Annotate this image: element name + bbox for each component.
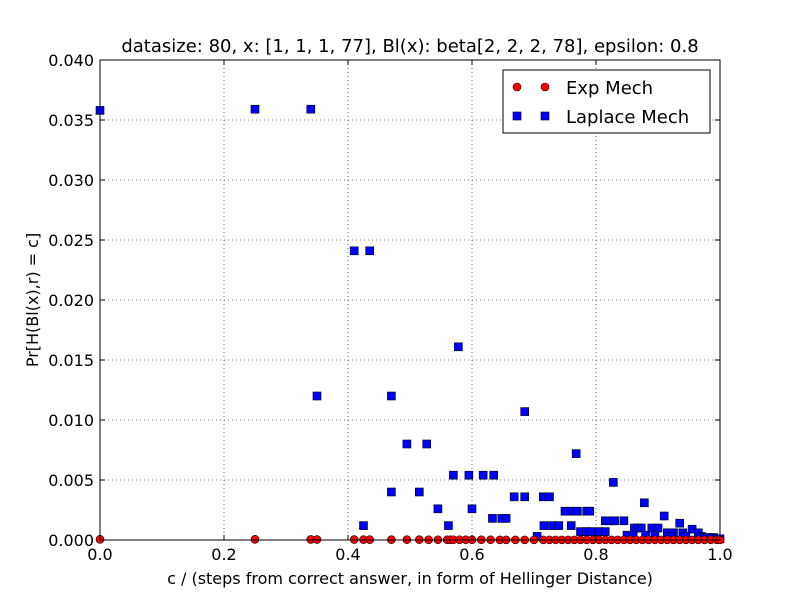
laplace-mech-point (464, 470, 474, 480)
laplace-mech-point (365, 246, 375, 256)
y-tick-label: 0.010 (48, 411, 94, 430)
laplace-mech-point (566, 521, 576, 530)
laplace-mech-point (539, 521, 549, 530)
laplace-mech-point (585, 506, 595, 516)
laplace-mech-point (609, 478, 618, 487)
laplace-mech-point (520, 407, 530, 416)
exp-mech-point (250, 534, 260, 544)
x-tick-label: 0.6 (459, 545, 484, 564)
legend-marker-square-icon (512, 111, 522, 121)
laplace-mech-point (619, 516, 629, 526)
laplace-mech-point (312, 391, 322, 401)
y-tick-label: 0.020 (48, 291, 94, 310)
laplace-mech-point (659, 511, 669, 521)
laplace-mech-point (349, 246, 359, 256)
laplace-mech-point (653, 523, 663, 533)
legend-marker-circle-icon (540, 82, 550, 92)
y-tick-label: 0.035 (48, 111, 94, 130)
axis-ticks: 0.0 0.2 0.4 0.6 0.8 1.0 0.000 0.005 0.010 0.015 0.… (48, 51, 733, 564)
laplace-mech-point (449, 470, 458, 480)
x-tick-label: 0.4 (335, 545, 360, 564)
laplace-mech-point (489, 470, 499, 480)
legend-label: Laplace Mech (566, 107, 689, 128)
laplace-mech-point (545, 492, 554, 502)
laplace-mech-point (444, 521, 453, 530)
chart-title: datasize: 80, x: [1, 1, 1, 77], Bl(x): b… (121, 36, 698, 57)
laplace-mech-point (520, 492, 530, 502)
data-points (95, 104, 725, 545)
laplace-mech-point (387, 391, 396, 401)
laplace-mech-point (359, 521, 368, 530)
laplace-mech-point (573, 506, 582, 516)
laplace-mech-point (586, 527, 596, 536)
y-tick-label: 0.030 (48, 171, 94, 190)
laplace-mech-point (387, 487, 396, 497)
laplace-mech-point (402, 439, 412, 449)
laplace-mech-point (636, 523, 646, 533)
legend-marker-square-icon (540, 111, 550, 121)
laplace-mech-point (675, 518, 685, 528)
legend-marker-circle-icon (512, 82, 522, 92)
x-tick-label: 1.0 (707, 545, 732, 564)
laplace-mech-point (501, 514, 511, 523)
laplace-mech-point (478, 470, 488, 480)
laplace-mech-point (454, 342, 463, 352)
legend: Exp Mech Laplace Mech (502, 69, 711, 134)
y-axis-title: Pr[H(Bl(x),r) = c] (23, 233, 42, 367)
laplace-mech-point (306, 104, 316, 114)
laplace-mech-point (509, 492, 519, 502)
y-tick-label: 0.040 (48, 51, 94, 70)
laplace-mech-point (250, 104, 260, 114)
laplace-mech-point (467, 504, 477, 514)
laplace-mech-point (433, 504, 443, 514)
laplace-mech-point (610, 516, 619, 526)
laplace-mech-point (600, 527, 610, 536)
y-tick-label: 0.015 (48, 351, 94, 370)
laplace-mech-point (571, 449, 581, 458)
laplace-mech-point (422, 439, 432, 449)
legend-box (502, 69, 711, 134)
y-tick-label: 0.005 (48, 471, 94, 490)
y-tick-label: 0.025 (48, 231, 94, 250)
x-axis-title: c / (steps from correct answer, in form … (167, 569, 653, 588)
x-tick-label: 0.0 (87, 545, 112, 564)
x-tick-label: 0.2 (211, 545, 236, 564)
laplace-mech-point (414, 487, 424, 497)
laplace-mech-point (554, 521, 564, 530)
y-tick-label: 0.000 (48, 531, 94, 550)
laplace-mech-point (640, 498, 649, 508)
laplace-mech-point (488, 514, 497, 523)
legend-label: Exp Mech (566, 78, 653, 99)
x-tick-label: 0.8 (583, 545, 608, 564)
